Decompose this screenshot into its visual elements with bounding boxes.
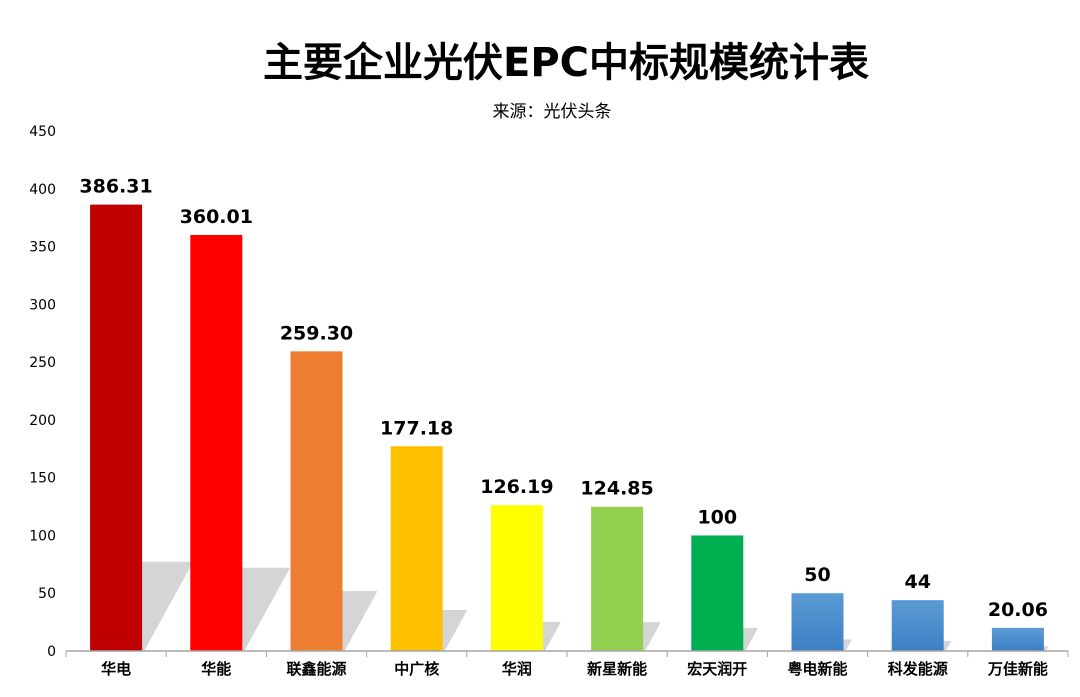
data-label: 386.31 <box>79 176 152 198</box>
y-tick-label: 150 <box>29 471 56 487</box>
x-tick-label: 华能 <box>201 660 231 678</box>
bar-宏天润开 <box>691 535 744 651</box>
bar-联鑫能源 <box>290 351 343 651</box>
x-tick-label: 科发能源 <box>888 660 948 678</box>
bar-新星新能 <box>591 506 644 651</box>
x-tick-label: 联鑫能源 <box>286 660 346 678</box>
y-tick-label: 50 <box>38 586 56 602</box>
bar-科发能源 <box>891 600 944 651</box>
y-tick-label: 450 <box>29 124 56 140</box>
x-tick-label: 新星新能 <box>587 660 647 678</box>
y-tick-label: 250 <box>29 355 56 371</box>
data-label: 360.01 <box>180 206 253 228</box>
y-tick-label: 350 <box>29 240 56 256</box>
data-label: 44 <box>904 571 930 593</box>
y-tick-label: 300 <box>29 297 56 313</box>
bar-华能 <box>190 234 243 651</box>
y-tick-label: 200 <box>29 413 56 429</box>
x-tick-label: 华润 <box>502 660 532 678</box>
y-tick-label: 100 <box>29 528 56 544</box>
x-tick-label: 华电 <box>101 660 131 678</box>
data-label: 126.19 <box>480 476 553 498</box>
data-label: 177.18 <box>380 417 453 439</box>
bar-粤电新能 <box>791 593 844 651</box>
chart-title: 主要企业光伏EPC中标规模统计表 <box>263 40 869 86</box>
bars <box>90 204 1044 651</box>
y-tick-label: 0 <box>47 644 56 660</box>
data-label: 20.06 <box>988 599 1048 621</box>
bar-中广核 <box>390 446 443 651</box>
data-label: 259.30 <box>280 322 353 344</box>
bar-华电 <box>90 204 143 651</box>
chart-subtitle: 来源：光伏头条 <box>493 102 612 122</box>
bar-华润 <box>490 505 543 651</box>
bar-万佳新能 <box>991 627 1044 651</box>
value-labels: 386.31 360.01 259.30 177.18 126.19 124.85 100 5… <box>79 176 1048 621</box>
x-tick-label: 万佳新能 <box>987 660 1048 678</box>
y-tick-label: 400 <box>29 182 56 198</box>
x-tick-label: 宏天润开 <box>687 660 747 678</box>
x-axis: 华电 华能 联鑫能源 中广核 华润 新星新能 宏天润开 粤电新能 科发能源 万佳新能 <box>65 650 1069 678</box>
data-label: 124.85 <box>580 478 653 500</box>
data-label: 50 <box>804 564 830 586</box>
data-label: 100 <box>697 506 737 528</box>
x-tick-label: 粤电新能 <box>787 660 847 678</box>
x-tick-label: 中广核 <box>394 660 439 678</box>
y-axis: 0 50 100 150 200 250 300 350 400 450 <box>29 124 56 660</box>
